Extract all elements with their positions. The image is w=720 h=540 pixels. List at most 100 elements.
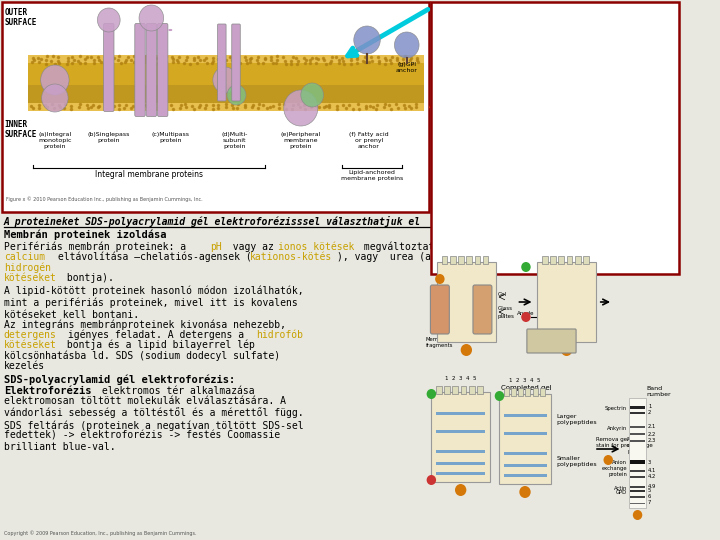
Text: Actin: Actin (613, 486, 627, 491)
Text: 2.2: 2.2 (648, 431, 657, 436)
Text: A proteineket SDS-polyacrylamid gél elektroforézisssel választhatjuk el: A proteineket SDS-polyacrylamid gél elek… (4, 216, 421, 227)
Bar (630, 440, 645, 442)
Text: vagy a membrán lipidek poláris feji: vagy a membrán lipidek poláris feji (436, 58, 642, 69)
Bar (518, 388, 523, 396)
Bar (469, 386, 474, 394)
Text: ), vagy  urea (a: ), vagy urea (a (337, 252, 431, 262)
Bar (28, 55, 424, 63)
Bar (474, 256, 480, 264)
Bar (630, 496, 645, 498)
Bar (504, 474, 546, 477)
Text: −: − (522, 262, 530, 272)
Bar (444, 386, 450, 394)
Bar (452, 386, 458, 394)
Text: Elektroforézis: Elektroforézis (4, 386, 91, 396)
Bar (575, 256, 580, 264)
Text: és: és (581, 69, 604, 79)
Text: kötéseket: kötéseket (4, 340, 57, 350)
Bar (458, 256, 464, 264)
Text: Anion
exchange
protein: Anion exchange protein (627, 437, 654, 454)
Text: elektromos tér alkalmazása: elektromos tér alkalmazása (96, 386, 254, 396)
Bar (504, 388, 509, 396)
Circle shape (633, 510, 642, 520)
Text: Ankyrin: Ankyrin (607, 426, 627, 431)
Bar (482, 256, 488, 264)
Text: 4.9: 4.9 (648, 484, 657, 489)
Text: +SDS: +SDS (453, 301, 471, 306)
FancyBboxPatch shape (104, 24, 114, 111)
Text: (d)Multi-
subunit
protein: (d)Multi- subunit protein (222, 132, 248, 148)
Text: bontja és a lipid bilayerrel lép: bontja és a lipid bilayerrel lép (60, 340, 254, 350)
Text: Membrán proteinek izoldása: Membrán proteinek izoldása (4, 230, 166, 240)
Text: 5: 5 (648, 489, 652, 494)
Text: 4.1: 4.1 (648, 469, 657, 474)
Text: +: + (522, 312, 530, 322)
Text: ②: ② (463, 346, 469, 354)
Text: 7: 7 (648, 501, 652, 505)
Bar (436, 430, 485, 433)
Text: • Zsírsav vagy  prenyl  mint kihorgonyzó: • Zsírsav vagy prenyl mint kihorgonyzó (442, 116, 677, 127)
Bar (630, 412, 645, 414)
Bar (504, 414, 546, 417)
Bar (533, 388, 538, 396)
Text: kölcsönhatásba ld. SDS (sodium dodecyl sulfate): kölcsönhatásba ld. SDS (sodium dodecyl s… (4, 350, 280, 361)
Circle shape (495, 391, 504, 401)
Text: (e)Peripheral
membrane
protein: (e)Peripheral membrane protein (281, 132, 321, 148)
Text: a: a (642, 69, 654, 79)
Circle shape (227, 85, 246, 105)
Circle shape (603, 455, 613, 465)
Text: (c)Multipass
protein: (c)Multipass protein (151, 132, 189, 143)
Text: ionos kötések: ionos kötések (278, 241, 354, 252)
Text: eltávolítása –chelatiós-agensek (: eltávolítása –chelatiós-agensek ( (52, 252, 252, 262)
FancyBboxPatch shape (232, 24, 240, 101)
Text: SDS-polyacrylamid gél elektroforézis:: SDS-polyacrylamid gél elektroforézis: (4, 375, 235, 385)
Bar (630, 490, 645, 492)
Text: kationos-kötés: kationos-kötés (250, 252, 332, 262)
Bar (630, 406, 645, 409)
Text: hidrofób: hidrofób (256, 329, 303, 340)
Text: ①: ① (437, 276, 443, 281)
Text: Perifériás membrán proteinek: a: Perifériás membrán proteinek: a (4, 241, 192, 252)
Text: INNER
SURFACE: INNER SURFACE (5, 120, 37, 139)
Text: Anode: Anode (516, 311, 534, 316)
Circle shape (139, 5, 163, 31)
Bar (28, 103, 424, 111)
FancyBboxPatch shape (431, 285, 449, 334)
Bar (28, 85, 424, 103)
Text: A lipid-kötött proteinek hasonló módon izolálhatók,
mint a perifériás proteinek,: A lipid-kötött proteinek hasonló módon i… (4, 286, 303, 320)
Text: Lipid-anchored
membrane proteins: Lipid-anchored membrane proteins (341, 170, 403, 181)
Text: Integral membrane proteins: Integral membrane proteins (94, 170, 202, 179)
Text: Larger
polypeptides: Larger polypeptides (557, 414, 597, 425)
Circle shape (427, 475, 436, 485)
Text: vvt. plazmamembránjában.: vvt. plazmamembránjában. (436, 79, 577, 90)
Text: 2.1: 2.1 (648, 424, 657, 429)
Text: 1  2  3  4  5: 1 2 3 4 5 (451, 252, 482, 257)
Bar (540, 388, 544, 396)
Circle shape (213, 67, 238, 93)
Text: kötések: kötések (436, 37, 477, 48)
Text: spectrin: spectrin (534, 69, 582, 79)
Text: pH: pH (210, 241, 222, 252)
Bar (477, 386, 483, 394)
Bar (630, 503, 645, 504)
Text: vagy az: vagy az (221, 241, 280, 252)
Text: GPD: GPD (616, 490, 627, 495)
FancyBboxPatch shape (158, 24, 168, 117)
Bar (436, 462, 485, 465)
Text: Anion
exchange
protein: Anion exchange protein (601, 460, 627, 477)
Text: Smaller
polypeptides: Smaller polypeptides (557, 456, 597, 467)
Circle shape (521, 312, 531, 322)
Circle shape (435, 274, 444, 284)
Bar (630, 433, 645, 435)
Circle shape (42, 84, 68, 112)
Text: vándorlási sebesség a töltéstől és a mérettől függ.: vándorlási sebesség a töltéstől és a mér… (4, 407, 303, 418)
Bar (526, 388, 531, 396)
Text: 6: 6 (648, 495, 652, 500)
Text: 1  2  3  4  5: 1 2 3 4 5 (551, 252, 582, 257)
Bar (500, 394, 552, 484)
Circle shape (455, 484, 467, 496)
Bar (550, 256, 556, 264)
Text: (glycosylphosphatidyinositol, GPI): (glycosylphosphatidyinositol, GPI) (442, 137, 642, 147)
Bar (629, 398, 646, 508)
Text: megváltoztatása,: megváltoztatása, (358, 241, 457, 252)
